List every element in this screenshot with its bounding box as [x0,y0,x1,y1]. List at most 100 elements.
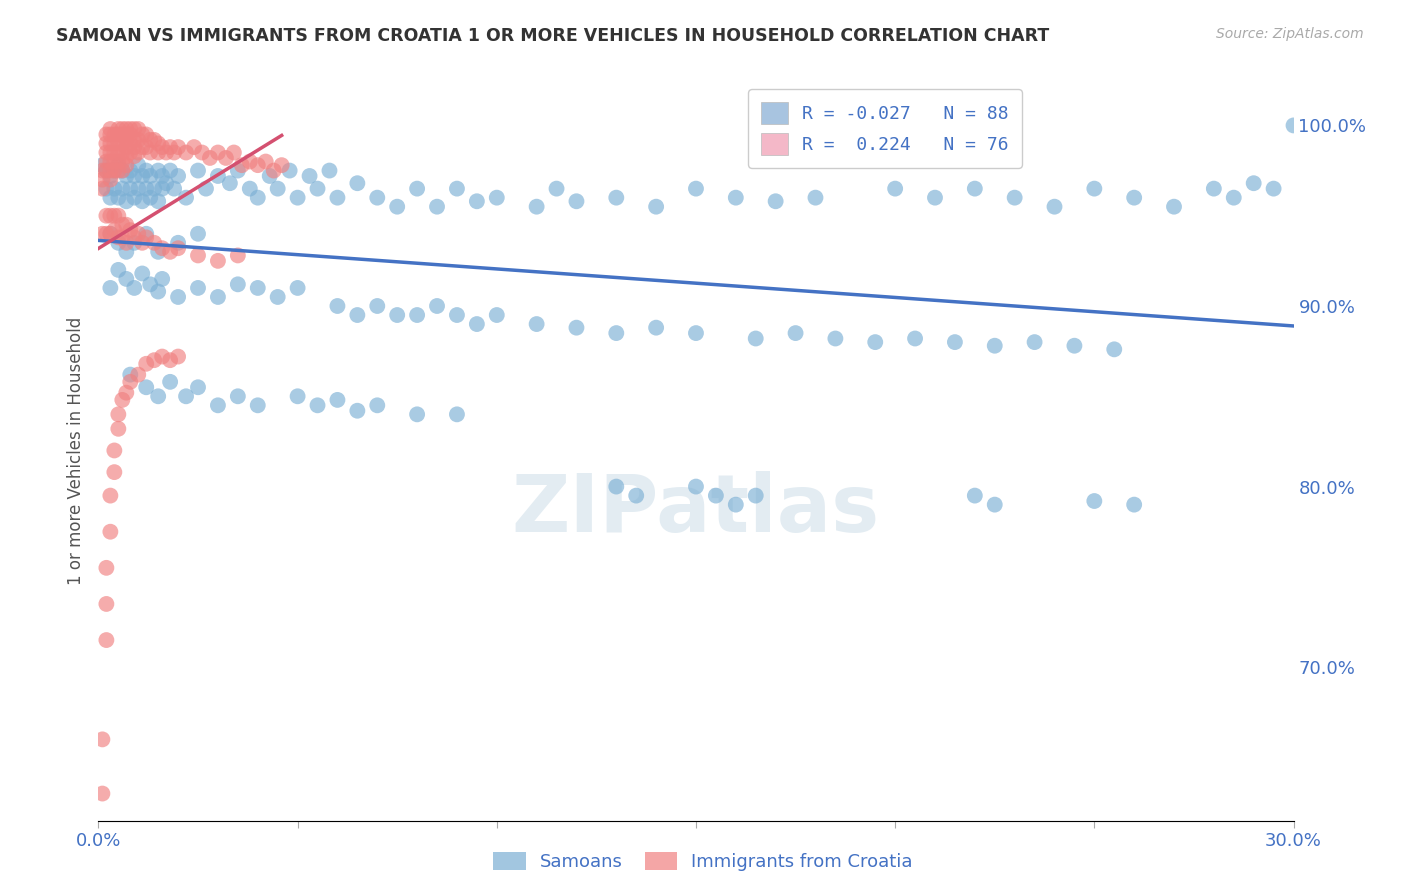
Point [246,191,269,205]
Point [98,281,122,295]
Point [98,145,122,160]
Point [98,191,122,205]
Point [124,122,146,136]
Point [103,163,125,178]
Point [446,408,468,422]
Point [115,140,138,154]
Point [115,149,138,163]
Text: Source: ZipAtlas.com: Source: ZipAtlas.com [1216,27,1364,41]
Point [745,331,768,345]
Point [215,151,238,165]
Point [150,241,173,255]
Point [195,181,218,195]
Point [96,597,118,611]
Point [1063,339,1085,353]
Point [120,223,142,237]
Point [143,235,166,250]
Point [406,181,429,195]
Point [98,172,122,186]
Point [174,191,197,205]
Point [98,128,122,142]
Point [187,163,209,178]
Point [984,339,1007,353]
Point [207,253,229,268]
Point [96,136,118,151]
Point [1123,498,1146,512]
Point [115,133,138,147]
Point [278,163,301,178]
Point [111,181,134,195]
Point [724,191,747,205]
Point [107,230,129,244]
Point [485,191,508,205]
Point [115,122,138,136]
Point [115,169,138,183]
Point [91,787,114,801]
Point [219,176,242,190]
Point [107,263,129,277]
Point [127,158,149,172]
Point [1043,200,1066,214]
Point [270,158,292,172]
Point [135,181,157,195]
Point [120,368,142,382]
Point [107,209,129,223]
Point [605,479,627,493]
Point [546,181,568,195]
Point [222,145,245,160]
Point [107,158,129,172]
Point [139,133,162,147]
Point [91,227,114,241]
Point [1163,200,1185,214]
Point [307,398,329,412]
Point [366,191,388,205]
Point [187,248,209,262]
Point [148,389,170,403]
Point [159,353,181,368]
Point [465,317,488,331]
Point [107,422,129,436]
Point [183,140,205,154]
Y-axis label: 1 or more Vehicles in Household: 1 or more Vehicles in Household [66,317,84,584]
Point [127,181,149,195]
Point [745,489,768,503]
Point [115,272,138,286]
Point [226,277,249,292]
Point [127,368,149,382]
Point [1104,343,1126,357]
Point [148,163,170,178]
Point [366,398,388,412]
Point [239,154,262,169]
Point [103,136,125,151]
Point [98,209,122,223]
Point [207,169,229,183]
Point [287,281,309,295]
Point [96,227,118,241]
Point [765,194,787,209]
Point [943,335,966,350]
Point [120,163,142,178]
Point [645,200,668,214]
Point [1083,494,1105,508]
Point [143,181,166,195]
Point [963,181,986,195]
Point [131,235,153,250]
Point [139,145,162,160]
Point [259,169,281,183]
Point [96,209,118,223]
Point [124,191,146,205]
Point [96,163,118,178]
Point [135,163,157,178]
Point [346,176,368,190]
Point [107,136,129,151]
Point [98,169,122,183]
Point [426,200,449,214]
Point [187,227,209,241]
Point [111,122,134,136]
Point [98,154,122,169]
Point [143,133,166,147]
Point [385,200,409,214]
Point [704,489,727,503]
Point [139,277,162,292]
Point [163,181,186,195]
